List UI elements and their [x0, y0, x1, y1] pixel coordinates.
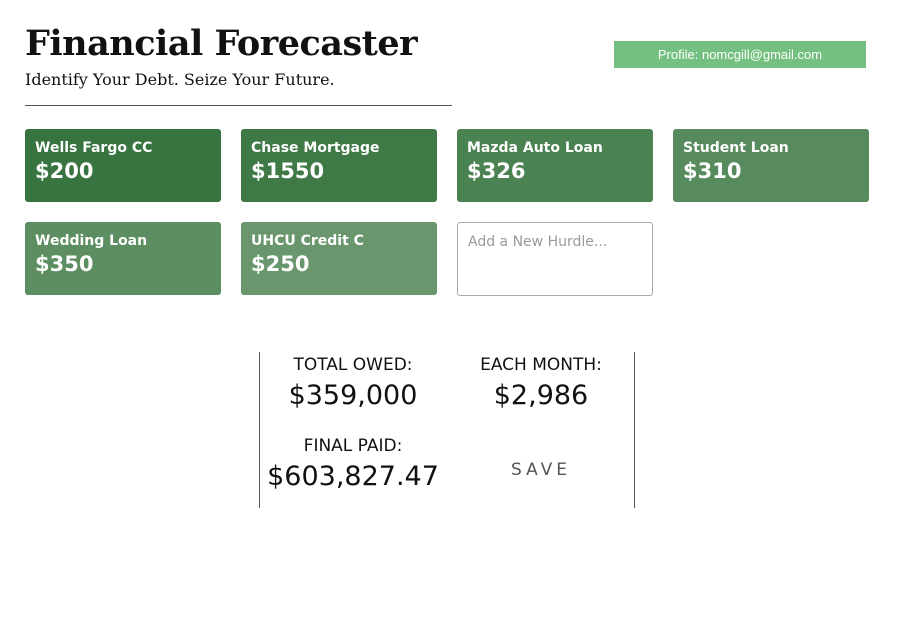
hurdle-card-wedding-loan[interactable]: Wedding Loan $350	[25, 222, 221, 295]
total-owed-value: $359,000	[288, 380, 418, 411]
total-owed-label: TOTAL OWED:	[293, 355, 413, 375]
final-paid-value: $603,827.47	[267, 461, 439, 492]
hurdle-card-student-loan[interactable]: Student Loan $310	[673, 129, 869, 202]
hurdle-name: Chase Mortgage	[251, 140, 380, 156]
new-hurdle-input[interactable]	[457, 222, 653, 296]
summary-divider-right	[634, 352, 635, 508]
final-paid-label: FINAL PAID:	[303, 436, 403, 456]
hurdle-card-uhcu-credit-c[interactable]: UHCU Credit C $250	[241, 222, 437, 295]
hurdle-card-wells-fargo-cc[interactable]: Wells Fargo CC $200	[25, 129, 221, 202]
profile-button[interactable]: Profile: nomcgill@gmail.com	[614, 41, 866, 68]
each-month-value: $2,986	[493, 380, 589, 411]
hurdle-amount: $326	[467, 159, 526, 183]
hurdle-amount: $200	[35, 159, 94, 183]
each-month-label: EACH MONTH:	[480, 355, 602, 375]
hurdle-name: Wells Fargo CC	[35, 140, 153, 156]
app-subtitle: Identify Your Debt. Seize Your Future.	[25, 70, 335, 89]
save-button[interactable]: SAVE	[480, 456, 602, 484]
hurdle-name: Wedding Loan	[35, 233, 148, 249]
hurdle-card-chase-mortgage[interactable]: Chase Mortgage $1550	[241, 129, 437, 202]
summary-divider-left	[259, 352, 260, 508]
hurdle-name: UHCU Credit C	[251, 233, 364, 249]
hurdle-amount: $350	[35, 252, 94, 276]
app-title: Financial Forecaster	[25, 23, 418, 64]
hurdle-name: Mazda Auto Loan	[467, 140, 603, 156]
hurdle-amount: $250	[251, 252, 310, 276]
hurdle-amount: $310	[683, 159, 742, 183]
hurdle-card-mazda-auto-loan[interactable]: Mazda Auto Loan $326	[457, 129, 653, 202]
hurdle-amount: $1550	[251, 159, 325, 183]
header-divider	[25, 105, 452, 106]
hurdle-name: Student Loan	[683, 140, 789, 156]
